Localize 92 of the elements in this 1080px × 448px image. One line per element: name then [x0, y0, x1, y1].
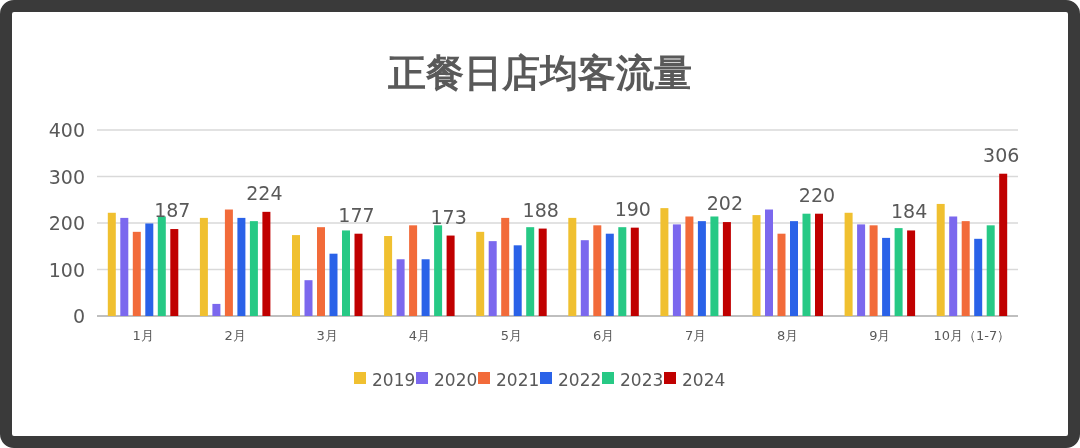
- legend-label: 2024: [682, 370, 726, 390]
- data-label: 306: [983, 143, 1020, 166]
- bar: [857, 224, 866, 316]
- bar: [882, 237, 891, 316]
- bar: [722, 222, 731, 316]
- bar: [501, 217, 510, 316]
- y-tick-label: 400: [48, 119, 85, 141]
- bar: [526, 227, 535, 316]
- bar: [618, 227, 627, 316]
- bar: [630, 227, 639, 316]
- bar: [476, 231, 485, 316]
- data-label: 202: [706, 192, 744, 215]
- y-tick-label: 300: [48, 165, 85, 188]
- bar: [446, 235, 455, 316]
- bar: [145, 223, 154, 316]
- bar: [894, 228, 903, 316]
- bar: [224, 209, 233, 316]
- bar: [317, 227, 325, 316]
- legend-label: 2019: [372, 370, 416, 390]
- bar: [752, 215, 761, 316]
- x-tick-label: 4月: [408, 328, 430, 343]
- bar: [354, 233, 363, 316]
- y-tick-label: 0: [72, 305, 85, 327]
- x-tick-label: 9月: [869, 328, 891, 343]
- bar: [212, 303, 221, 316]
- bar: [396, 259, 405, 316]
- x-tick-label: 2月: [224, 328, 246, 343]
- bar: [132, 231, 141, 316]
- bar: [513, 245, 522, 316]
- bar: [986, 225, 995, 316]
- legend-label: 2023: [620, 370, 664, 390]
- bar: [107, 212, 116, 316]
- bar: [907, 230, 916, 316]
- bar: [593, 225, 602, 316]
- bar: [844, 212, 853, 316]
- bar: [157, 216, 166, 316]
- legend-label: 2020: [434, 370, 478, 390]
- data-label: 173: [430, 205, 467, 228]
- bar: [936, 203, 945, 316]
- data-label: 220: [798, 183, 836, 206]
- data-label: 224: [246, 181, 283, 204]
- y-tick-label: 100: [48, 258, 85, 281]
- bar: [384, 236, 393, 316]
- bar: [999, 173, 1008, 316]
- bar: [802, 213, 811, 316]
- bar: [777, 233, 786, 316]
- bar: [120, 217, 129, 316]
- bar: [697, 221, 706, 316]
- x-tick-label: 8月: [777, 328, 799, 343]
- bar: [869, 225, 878, 316]
- x-tick-label: 6月: [592, 328, 615, 343]
- x-tick-label: 7月: [685, 328, 707, 343]
- bar: [488, 241, 497, 316]
- bar: [568, 217, 577, 316]
- bar: [199, 217, 208, 316]
- bar: [765, 209, 773, 316]
- bar: [409, 225, 418, 316]
- bar: [710, 216, 719, 316]
- bar: [249, 221, 258, 316]
- bar: [815, 213, 823, 316]
- x-tick-label: 3月: [316, 328, 338, 343]
- bar: [434, 225, 443, 316]
- bar: [304, 280, 313, 316]
- bar: [605, 233, 614, 316]
- bar: [660, 208, 669, 316]
- data-label: 177: [338, 203, 375, 226]
- bar: [685, 216, 694, 316]
- chart-title: 正餐日店均客流量: [388, 51, 692, 95]
- bar: [262, 211, 271, 316]
- bar: [292, 235, 300, 316]
- bar: [329, 253, 338, 316]
- bar: [538, 228, 547, 316]
- bar: [672, 224, 681, 316]
- bar: [237, 217, 246, 316]
- data-label: 187: [154, 199, 191, 222]
- bar: [342, 230, 350, 316]
- bar: [170, 229, 179, 316]
- bar: [421, 259, 430, 316]
- bar: [961, 221, 970, 316]
- bar: [580, 240, 589, 316]
- data-label: 188: [522, 198, 559, 221]
- legend-label: 2022: [558, 370, 602, 390]
- data-label: 190: [614, 197, 651, 220]
- x-tick-label: 5月: [500, 328, 523, 343]
- x-tick-label: 1月: [132, 328, 154, 343]
- bar: [974, 238, 983, 316]
- legend-label: 2021: [496, 370, 540, 390]
- data-label: 184: [890, 200, 928, 223]
- y-tick-label: 200: [48, 212, 85, 234]
- bar: [949, 216, 958, 316]
- bar: [790, 221, 798, 316]
- x-tick-label: 10月（1-7）: [933, 328, 1011, 343]
